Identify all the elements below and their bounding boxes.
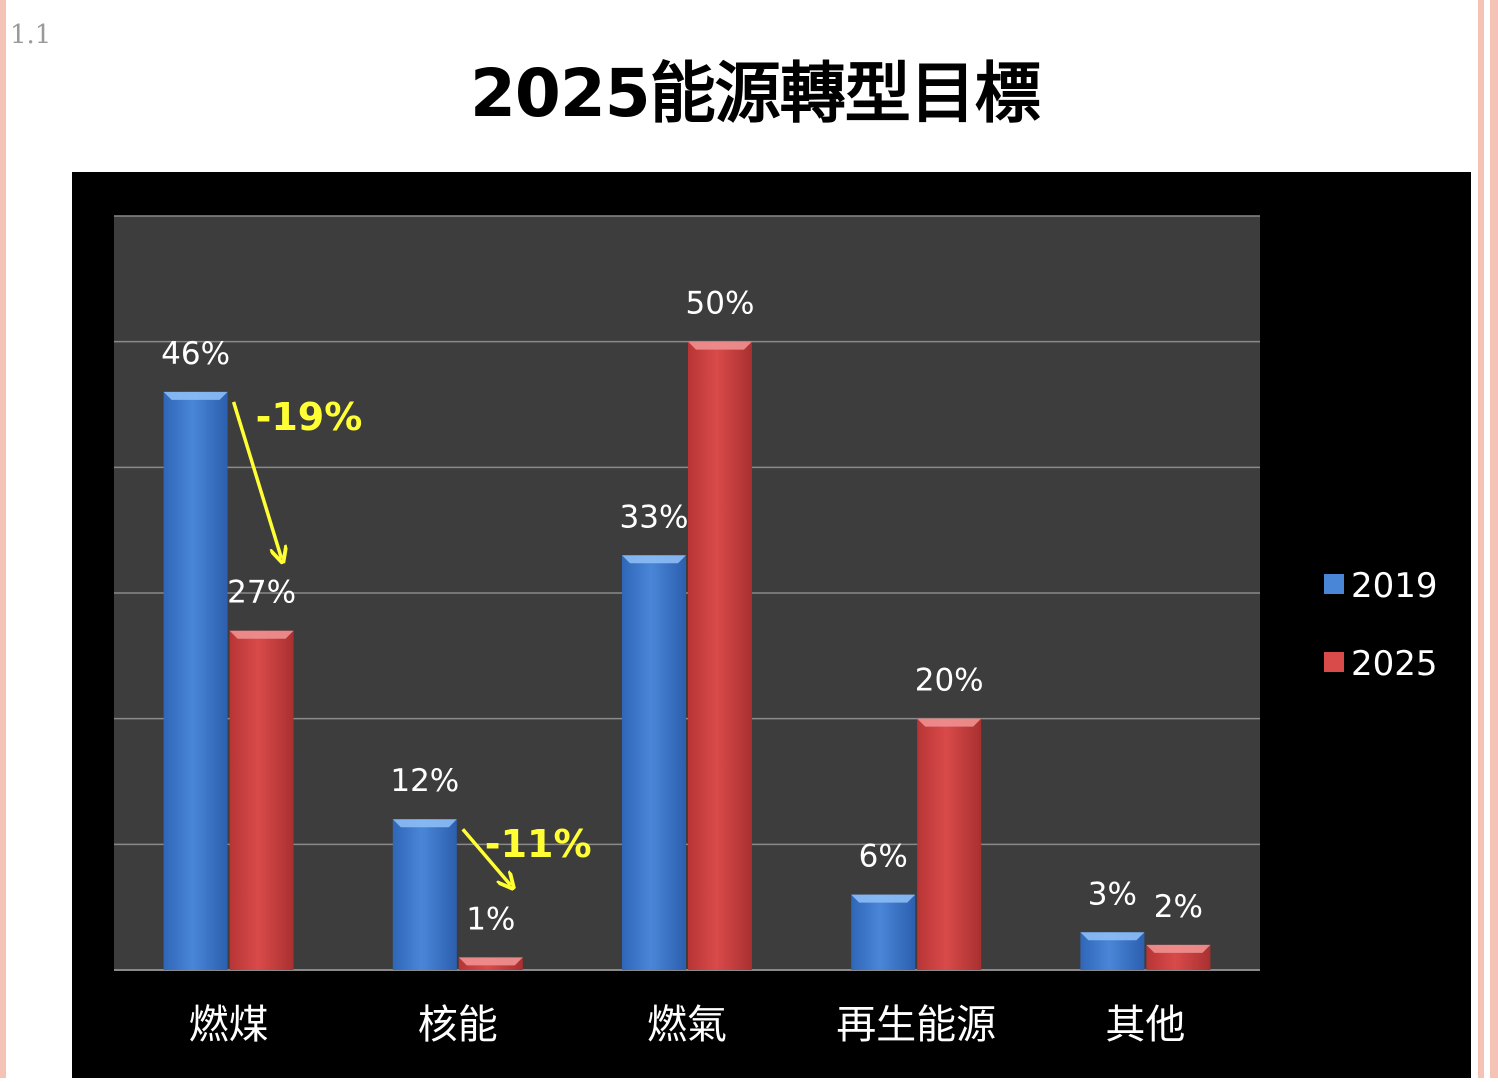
data-label: 50% <box>686 286 755 322</box>
bar-2019-2 <box>622 555 686 970</box>
legend-swatch-2025 <box>1324 652 1344 672</box>
x-tick-label: 核能 <box>418 1002 498 1048</box>
page-title: 2025能源轉型目標 <box>470 55 1041 132</box>
bar-2025-3 <box>917 718 982 970</box>
bar-cap-2025-1 <box>458 957 523 966</box>
annotation-label: -19% <box>256 395 363 439</box>
data-label: 3% <box>1088 876 1137 912</box>
bar-cap-2025-3 <box>917 718 982 727</box>
bar-cap-2019-2 <box>622 555 686 564</box>
bar-cap-2019-1 <box>392 819 457 828</box>
bar-2025-2 <box>688 341 752 970</box>
x-tick-label: 再生能源 <box>836 1002 996 1048</box>
bar-cap-2025-0 <box>229 630 294 639</box>
data-label: 33% <box>620 499 689 535</box>
legend-label: 2019 <box>1351 566 1438 606</box>
x-tick-label: 燃煤 <box>189 1002 269 1048</box>
annotation-arrow <box>461 828 511 885</box>
data-label: 12% <box>390 763 459 799</box>
annotation-label: -11% <box>485 822 592 866</box>
slide-number: 1.1 <box>10 20 52 50</box>
bar-2019-0 <box>163 391 228 970</box>
bar-cap-2019-4 <box>1080 932 1145 941</box>
legend-label: 2025 <box>1351 644 1438 684</box>
annotation-arrow <box>231 401 282 559</box>
legend-swatch-2019 <box>1324 574 1344 594</box>
x-tick-label: 其他 <box>1105 1002 1185 1048</box>
data-label: 6% <box>859 839 908 875</box>
data-label: 2% <box>1154 889 1203 925</box>
bar-2019-1 <box>392 819 457 970</box>
bar-cap-2025-2 <box>688 341 752 350</box>
bar-cap-2019-0 <box>163 391 228 400</box>
data-label: 1% <box>466 901 515 937</box>
bar-cap-2019-3 <box>851 894 916 903</box>
chart-container: 46% 27% 燃煤 12% 1% 核能 33% 50% 燃氣 6% 20% 再生能源 3% 2% 其他 -1… <box>72 172 1471 1078</box>
slide-border-left <box>0 0 6 1078</box>
x-tick-label: 燃氣 <box>647 1002 727 1048</box>
slide-border-right <box>1478 0 1484 1078</box>
data-label: 46% <box>161 336 230 372</box>
data-label: 27% <box>227 575 296 611</box>
bar-chart: 46% 27% 燃煤 12% 1% 核能 33% 50% 燃氣 6% 20% 再生能源 3% 2% 其他 -1… <box>72 172 1471 1078</box>
data-label: 20% <box>915 663 984 699</box>
bar-2025-0 <box>229 630 294 970</box>
slide-border-right-outer <box>1490 0 1498 1078</box>
bar-cap-2025-4 <box>1146 944 1211 953</box>
bar-2019-3 <box>851 894 916 970</box>
